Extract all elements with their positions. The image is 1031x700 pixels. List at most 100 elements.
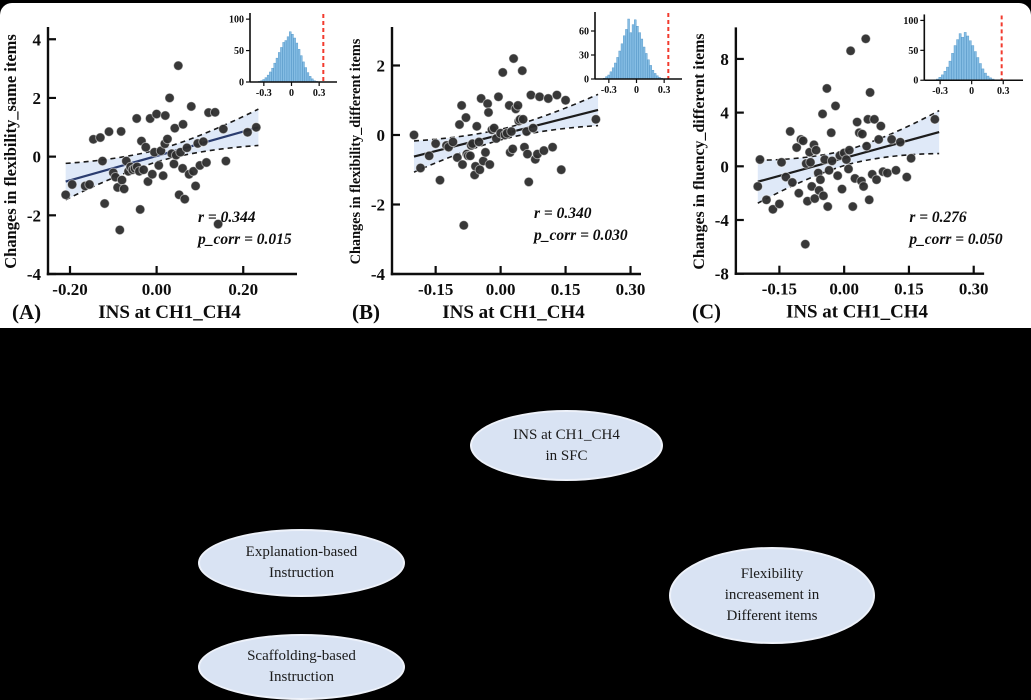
- y-tick-label: 2: [33, 89, 42, 108]
- scatter-point: [547, 141, 558, 153]
- scatter-point: [84, 179, 95, 190]
- scatter-point: [836, 183, 848, 195]
- x-tick-label: -0.15: [418, 280, 453, 299]
- scatter-point: [901, 171, 912, 183]
- x-tick-label: 0.30: [959, 280, 989, 299]
- scatter-point: [791, 142, 802, 153]
- scatter-point: [131, 113, 142, 124]
- panel-c-scatter-chart: -8 -4 0 4 8 -0.15 0.00 0.15 0.30 INS at CH1_CH4 Ch…: [688, 3, 1031, 328]
- histogram-bar: [971, 45, 975, 81]
- scatter-point: [875, 120, 887, 132]
- inset-x-tick-label: 0.3: [997, 86, 1009, 97]
- scatter-point: [830, 100, 841, 112]
- scatter-point: [430, 138, 441, 149]
- histogram-bar: [300, 55, 303, 83]
- inset-y-tick-label: 0: [239, 78, 244, 89]
- scatter-point: [151, 108, 162, 120]
- histogram-bar: [280, 47, 283, 83]
- scatter-point: [793, 187, 805, 199]
- correlation-plots-row: -4 -2 0 2 4 -0.20 0.00 0.20 INS at CH1_CH4 Change…: [0, 3, 1031, 328]
- scatter-point: [160, 110, 171, 121]
- scatter-point: [162, 133, 173, 145]
- scatter-point: [869, 114, 880, 125]
- scatter-point: [774, 198, 785, 210]
- inset-x-tick-label: -0.3: [256, 88, 272, 99]
- histogram-bar: [282, 42, 285, 83]
- histogram-bar: [289, 31, 292, 83]
- scatter-point: [797, 135, 809, 146]
- histogram-bar: [304, 67, 307, 83]
- histogram-bar: [956, 39, 959, 81]
- histogram-bar: [981, 68, 985, 81]
- node-label-line: Explanation-based: [245, 544, 358, 560]
- node-explanation-based-instruction: Explanation-based Instruction: [198, 529, 405, 597]
- scatter-point: [454, 119, 465, 130]
- node-label-line: Flexibility: [740, 566, 804, 582]
- scatter-point: [858, 181, 869, 192]
- scatter-point: [523, 176, 534, 188]
- scatter-point: [251, 122, 262, 133]
- scatter-point: [218, 123, 229, 135]
- panel-label: (A): [12, 300, 41, 324]
- scatter-point: [447, 136, 459, 148]
- inset-histogram: 0 30 60 -0.3 0 0.3: [579, 12, 682, 96]
- histogram-bar: [271, 67, 274, 83]
- confidence-band-upper: [65, 108, 259, 165]
- data-points: [60, 60, 262, 236]
- x-tick-label: 0.30: [616, 280, 646, 299]
- scatter-point: [153, 160, 164, 171]
- histogram-bar: [295, 42, 299, 83]
- panel-label: (B): [352, 300, 380, 324]
- scatter-point: [818, 190, 829, 202]
- scatter-point: [173, 60, 184, 71]
- scatter-point: [841, 154, 852, 165]
- scatter-point: [905, 153, 917, 164]
- x-axis-title: INS at CH1_CH4: [98, 302, 241, 323]
- scatter-point: [525, 89, 537, 101]
- scatter-point: [590, 114, 602, 125]
- histogram-bar: [275, 57, 279, 83]
- node-flexibility-increasement: Flexibility increasement in Different it…: [669, 547, 875, 644]
- x-tick-label: 0.15: [894, 280, 924, 299]
- scatter-point: [95, 132, 106, 143]
- histogram-bar: [649, 65, 652, 80]
- inset-x-tick-label: 0.3: [313, 88, 326, 99]
- histogram-bar: [642, 46, 646, 80]
- y-axis-title: Changes in flexibility_same items: [1, 34, 20, 268]
- histogram-bar: [266, 74, 270, 83]
- scatter-point: [460, 112, 472, 123]
- scatter-point: [826, 127, 837, 138]
- histogram-bar: [968, 40, 972, 81]
- histogram-bar: [269, 71, 272, 83]
- scatter-point: [527, 122, 539, 134]
- scatter-point: [157, 170, 169, 181]
- scatter-point: [415, 162, 426, 174]
- scatter-point: [465, 150, 476, 162]
- axes: -4 -2 0 2 4 -0.20 0.00 0.20: [27, 27, 297, 299]
- histogram-bar: [297, 49, 301, 83]
- node-label-line: Instruction: [269, 669, 334, 685]
- scatter-point: [560, 95, 571, 106]
- inset-x-tick-label: 0.3: [658, 85, 671, 96]
- scatter-point: [473, 136, 485, 148]
- node-label-line: Instruction: [269, 565, 334, 581]
- x-tick-label: 0.00: [486, 280, 516, 299]
- inset-y-tick-label: 30: [579, 51, 589, 62]
- scatter-point: [507, 143, 518, 155]
- scatter-point: [556, 164, 567, 175]
- stat-r: r = 0.344: [198, 209, 256, 226]
- y-tick-label: 8: [720, 50, 728, 69]
- histogram-bar: [946, 66, 949, 81]
- scatter-point: [861, 140, 872, 152]
- y-tick-label: 4: [33, 30, 42, 49]
- stat-r: r = 0.340: [534, 205, 592, 222]
- scatter-point: [97, 155, 108, 167]
- y-tick-label: -4: [371, 265, 386, 284]
- scatter-point: [103, 126, 115, 137]
- inset-y-tick-label: 100: [903, 16, 918, 27]
- y-tick-label: -2: [371, 195, 385, 214]
- scatter-point: [164, 92, 175, 104]
- histogram-bar: [966, 35, 970, 81]
